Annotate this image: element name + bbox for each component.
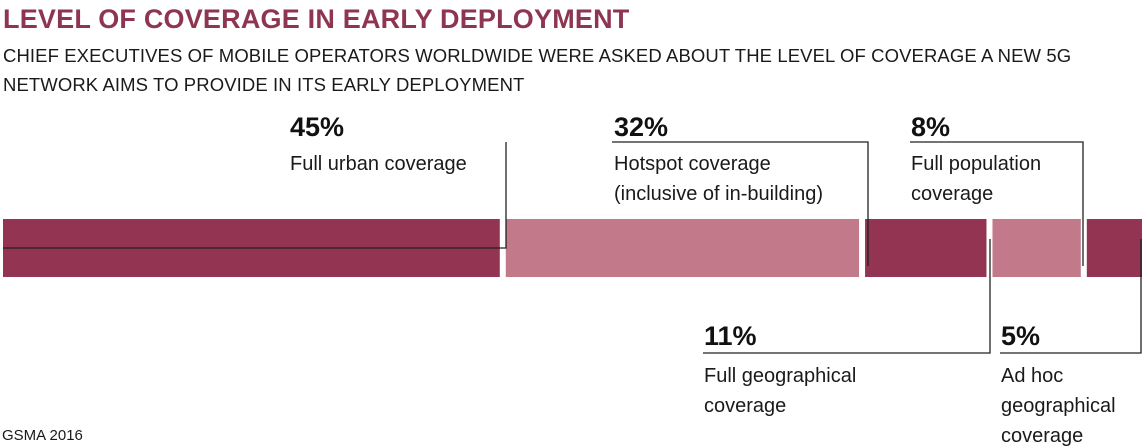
category-label-5-line-2: geographical bbox=[1001, 395, 1116, 417]
bar-segment-5 bbox=[1086, 219, 1142, 277]
category-label-5-line-3: coverage bbox=[1001, 425, 1083, 447]
bar-segment-3 bbox=[865, 219, 987, 277]
category-label-5-line-1: Ad hoc bbox=[1001, 365, 1063, 387]
data-label-3: 11% bbox=[704, 321, 757, 351]
data-label-1: 45% bbox=[290, 112, 344, 142]
chart-subtitle: CHIEF EXECUTIVES OF MOBILE OPERATORS WOR… bbox=[3, 45, 1072, 95]
bar-segment-2 bbox=[505, 219, 860, 277]
bar-segment-4 bbox=[992, 219, 1081, 277]
leader-line-2 bbox=[612, 141, 869, 266]
leader-line-1 bbox=[3, 142, 507, 249]
source-note: GSMA 2016 bbox=[2, 427, 83, 444]
data-label-2: 32% bbox=[614, 112, 668, 142]
leader-line-5 bbox=[1000, 239, 1142, 354]
category-label-3-line-2: coverage bbox=[704, 395, 786, 417]
category-label-4-line-1: Full population bbox=[911, 153, 1041, 175]
leader-line-4 bbox=[910, 141, 1084, 266]
data-label-4: 8% bbox=[911, 112, 950, 142]
category-label-4-line-2: coverage bbox=[911, 183, 993, 205]
data-label-5: 5% bbox=[1001, 321, 1040, 351]
category-label-2-line-1: Hotspot coverage bbox=[614, 153, 771, 175]
chart-title: LEVEL OF COVERAGE IN EARLY DEPLOYMENT bbox=[3, 4, 630, 34]
category-label-1-line-1: Full urban coverage bbox=[290, 153, 467, 175]
category-label-3-line-1: Full geographical bbox=[704, 365, 856, 387]
leader-line-3 bbox=[703, 239, 991, 354]
category-label-2-line-2: (inclusive of in-building) bbox=[614, 183, 823, 205]
